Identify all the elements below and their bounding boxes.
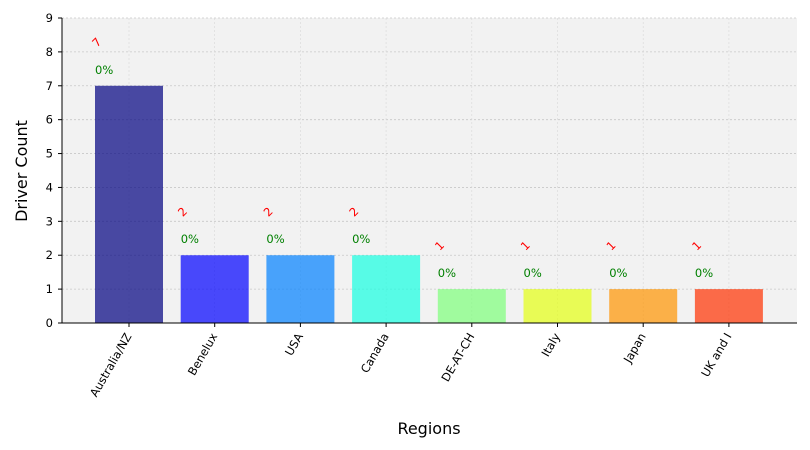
y-tick-label: 9 [46,11,53,25]
bars [95,85,763,324]
y-tick-label: 5 [46,147,53,161]
percent-label: 0% [181,232,199,246]
bar-canada [352,255,421,323]
x-tick-label: USA [282,330,306,358]
x-tick-label: Canada [358,331,392,376]
bar-japan [609,289,678,323]
x-tick-label: DE-AT-CH [438,331,477,385]
percent-label: 0% [609,266,627,280]
y-tick-label: 0 [46,316,53,330]
x-tick-label: Japan [620,331,649,367]
bar-uk-and-i [694,289,763,323]
y-tick-label: 1 [46,282,53,296]
percent-label: 0% [695,266,713,280]
y-tick-label: 3 [46,214,53,228]
x-tick-label: Australia/NZ [87,330,135,399]
x-tick-label: UK and I [698,331,734,380]
y-tick-label: 4 [46,180,53,194]
bar-australia-nz [95,85,163,324]
x-tick-label: Benelux [185,330,221,378]
percent-label: 0% [266,232,284,246]
axes [61,18,797,324]
x-ticks: Australia/NZ Benelux USA Canada DE-AT-CH Ital… [87,323,734,399]
y-tick-label: 6 [46,113,53,127]
grid [62,17,797,323]
x-axis-title: Regions [397,419,460,438]
bar-benelux [180,255,249,323]
percent-label: 0% [352,232,370,246]
bar-de-at-ch [437,289,506,323]
bar-italy [523,289,592,323]
y-ticks: 0 1 2 3 4 5 6 7 8 9 [46,11,62,330]
percent-label: 0% [438,266,456,280]
x-tick-label: Italy [538,330,563,359]
y-tick-label: 7 [46,79,53,93]
percent-label: 0% [524,266,542,280]
y-axis-title: Driver Count [12,120,31,222]
percent-label: 0% [95,63,113,77]
bar-usa [266,255,335,323]
y-tick-label: 2 [46,248,53,262]
plot-area [62,18,797,323]
y-tick-label: 8 [46,45,53,59]
